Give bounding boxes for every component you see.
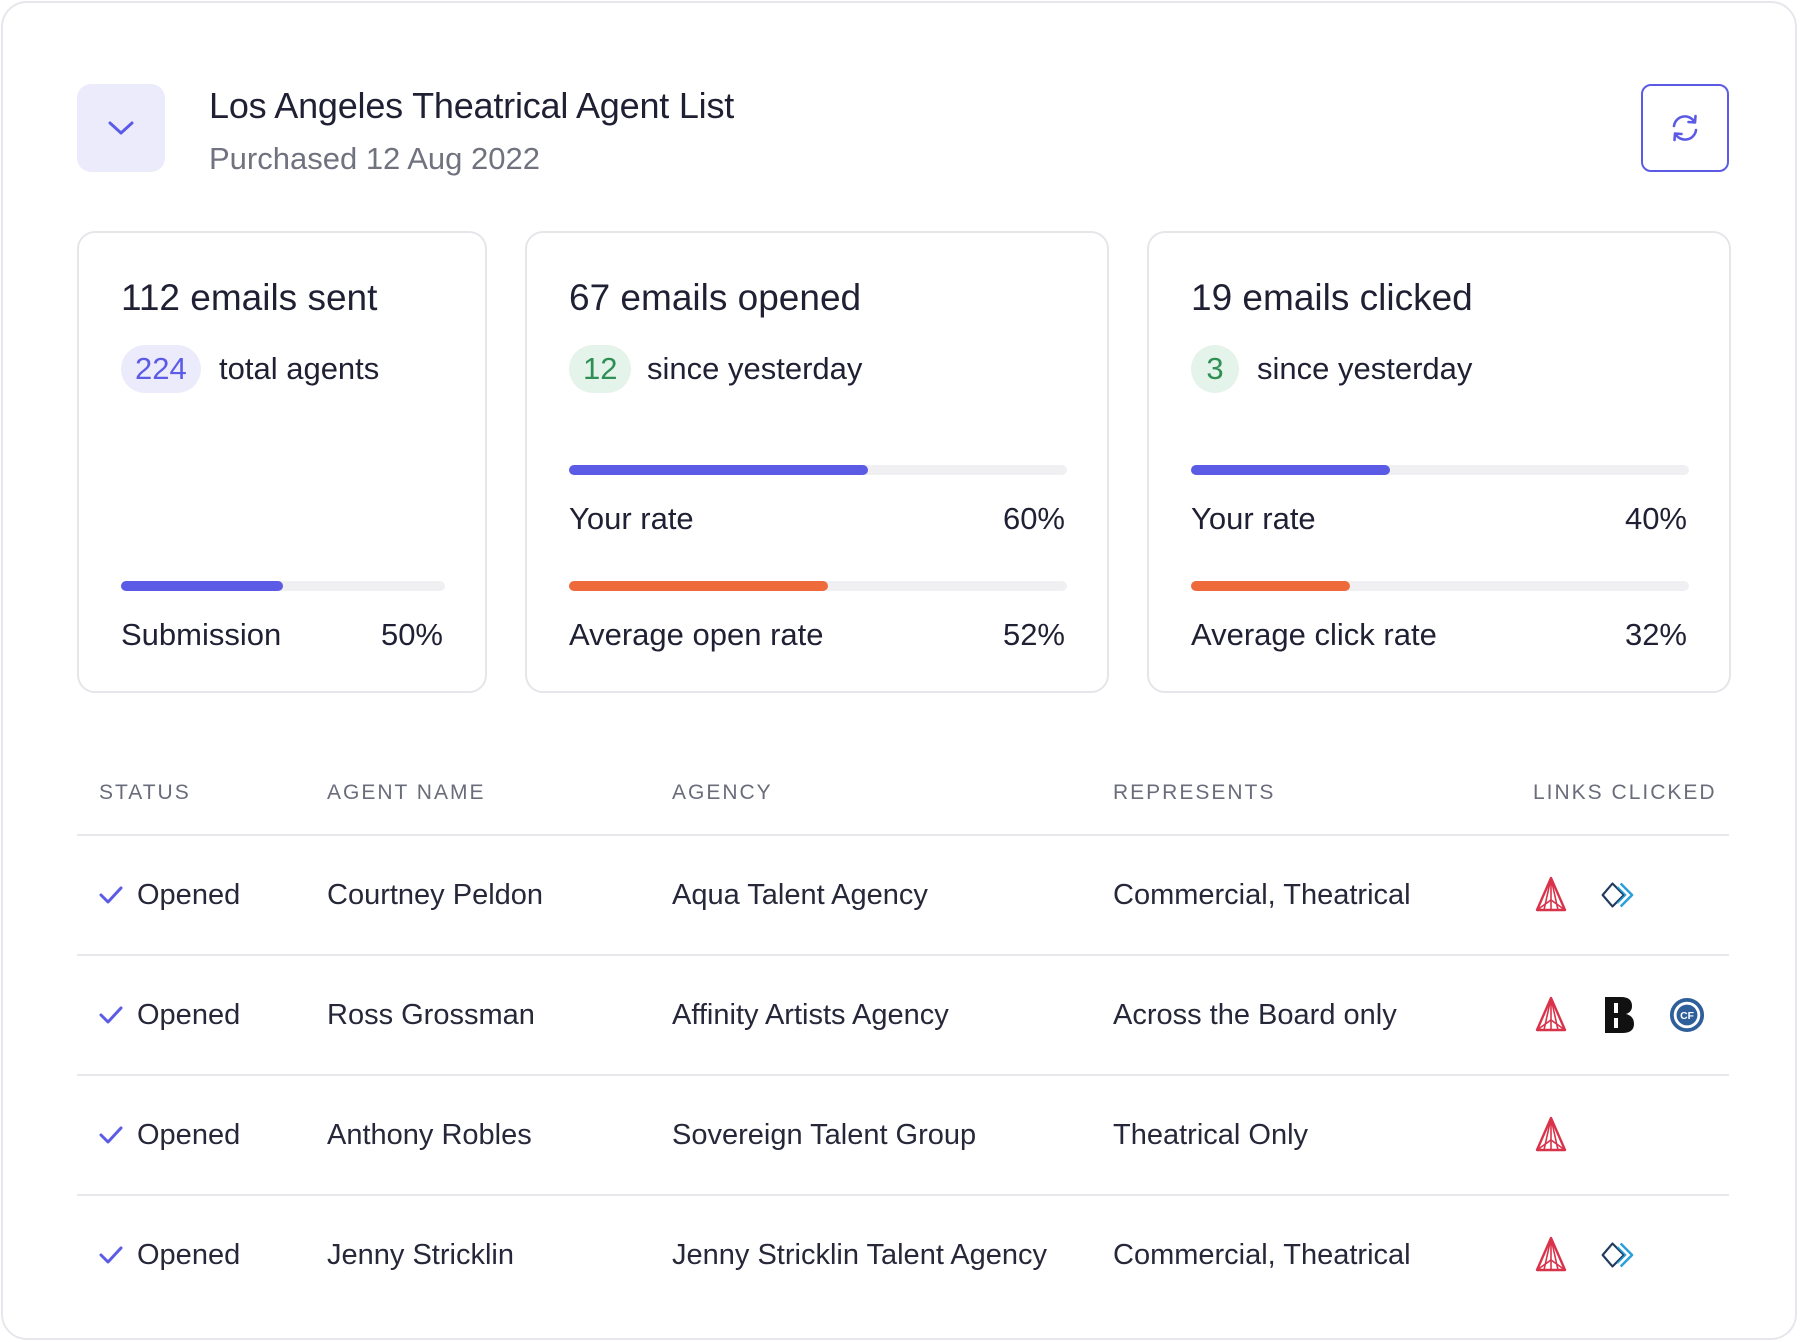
emails-opened-card: 67 emails opened 12 since yesterday Your… [525, 231, 1109, 693]
column-header-status: STATUS [99, 781, 191, 804]
status-text: Opened [137, 1119, 241, 1151]
diamond-logo-icon[interactable] [1601, 1237, 1637, 1273]
progress-fill [121, 581, 283, 591]
purchase-date: Purchased 12 Aug 2022 [209, 141, 540, 176]
page-title: Los Angeles Theatrical Agent List [209, 85, 735, 126]
metric-label: Your rate [1191, 501, 1316, 536]
status-text: Opened [137, 999, 241, 1031]
backstage-logo-icon[interactable] [1601, 997, 1637, 1033]
checkmark-icon [99, 886, 123, 904]
status-cell: Opened [99, 1076, 240, 1194]
checkmark-icon [99, 1126, 123, 1144]
badge-caption: since yesterday [647, 351, 863, 386]
status-text: Opened [137, 1239, 241, 1271]
actors-access-icon[interactable] [1533, 1116, 1569, 1153]
emails-sent-card: 112 emails sent 224 total agents Submiss… [77, 231, 487, 693]
since-yesterday-badge: 12 [569, 345, 632, 393]
casting-frontier-icon[interactable]: CF [1669, 997, 1705, 1033]
divider [77, 1194, 1729, 1196]
represents: Theatrical Only [1113, 1119, 1309, 1151]
metric-label: Average open rate [569, 617, 824, 652]
metric-value: 40% [1624, 501, 1687, 536]
metric-value: 60% [1002, 501, 1065, 536]
metric-value: 50% [380, 617, 443, 652]
card-title: 19 emails clicked [1191, 277, 1473, 318]
represents: Across the Board only [1113, 999, 1397, 1031]
your-rate-progress-bar [569, 465, 1067, 475]
status-text: Opened [137, 879, 241, 911]
progress-fill [1191, 465, 1391, 475]
links-clicked [1533, 1076, 1569, 1194]
column-header-represents: REPRESENTS [1113, 781, 1276, 804]
metric-value: 52% [1002, 617, 1065, 652]
agent-name[interactable]: Courtney Peldon [327, 879, 544, 911]
table-row[interactable]: Opened Courtney Peldon Aqua Talent Agenc… [77, 836, 1729, 954]
actors-access-icon[interactable] [1533, 1236, 1569, 1273]
represents: Commercial, Theatrical [1113, 879, 1411, 911]
badge-caption: since yesterday [1257, 351, 1473, 386]
table-row[interactable]: Opened Ross Grossman Affinity Artists Ag… [77, 956, 1729, 1074]
actors-access-icon[interactable] [1533, 876, 1569, 913]
status-cell: Opened [99, 956, 240, 1074]
average-open-rate-progress-bar [569, 581, 1067, 591]
divider [77, 1074, 1729, 1076]
since-yesterday-badge: 3 [1191, 345, 1239, 393]
divider [77, 954, 1729, 956]
column-header-agency: AGENCY [672, 781, 773, 804]
progress-fill [1191, 581, 1351, 591]
links-clicked [1533, 836, 1637, 954]
agent-name[interactable]: Anthony Robles [327, 1119, 532, 1151]
metric-label: Submission [121, 617, 282, 652]
average-click-rate-progress-bar [1191, 581, 1689, 591]
table-row[interactable]: Opened Jenny Stricklin Jenny Stricklin T… [77, 1196, 1729, 1314]
chevron-down-icon [108, 121, 134, 135]
collapse-button[interactable] [77, 84, 165, 172]
diamond-logo-icon[interactable] [1601, 877, 1637, 913]
emails-clicked-card: 19 emails clicked 3 since yesterday Your… [1147, 231, 1731, 693]
agency-name: Affinity Artists Agency [672, 999, 949, 1031]
agent-name[interactable]: Ross Grossman [327, 999, 535, 1031]
agency-name: Aqua Talent Agency [672, 879, 928, 911]
table-row[interactable]: Opened Anthony Robles Sovereign Talent G… [77, 1076, 1729, 1194]
column-header-agent-name: AGENT NAME [327, 781, 486, 804]
metric-value: 32% [1624, 617, 1687, 652]
card-title: 112 emails sent [121, 277, 378, 318]
refresh-icon [1672, 114, 1698, 142]
checkmark-icon [99, 1246, 123, 1264]
card-title: 67 emails opened [569, 277, 862, 318]
badge-caption: total agents [219, 351, 380, 386]
checkmark-icon [99, 1006, 123, 1024]
actors-access-icon[interactable] [1533, 996, 1569, 1033]
status-cell: Opened [99, 836, 240, 954]
divider [77, 834, 1729, 836]
agency-name: Jenny Stricklin Talent Agency [672, 1239, 1048, 1271]
your-rate-progress-bar [1191, 465, 1689, 475]
agent-name[interactable]: Jenny Stricklin [327, 1239, 514, 1271]
agency-name: Sovereign Talent Group [672, 1119, 977, 1151]
links-clicked [1533, 1196, 1637, 1314]
column-header-links-clicked: LINKS CLICKED [1533, 781, 1717, 804]
metric-label: Average click rate [1191, 617, 1437, 652]
progress-fill [569, 581, 828, 591]
metric-label: Your rate [569, 501, 694, 536]
status-cell: Opened [99, 1196, 240, 1314]
svg-text:CF: CF [1680, 1011, 1694, 1022]
total-agents-badge: 224 [121, 345, 201, 393]
refresh-button[interactable] [1641, 84, 1729, 172]
represents: Commercial, Theatrical [1113, 1239, 1411, 1271]
submission-progress-bar [121, 581, 445, 591]
links-clicked: CF [1533, 956, 1705, 1074]
progress-fill [569, 465, 868, 475]
